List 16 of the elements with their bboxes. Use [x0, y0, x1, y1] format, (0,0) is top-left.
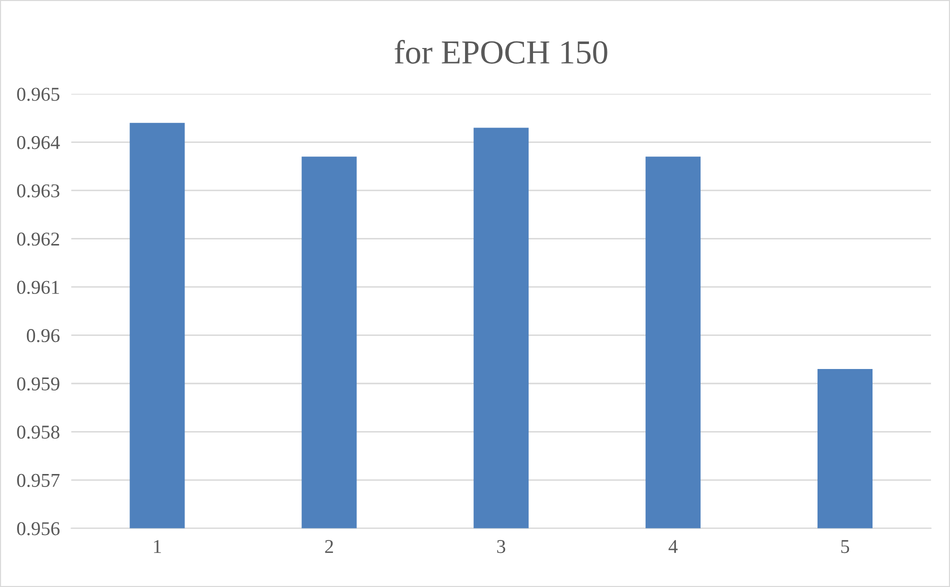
y-tick-label: 0.96 — [26, 329, 60, 342]
y-tick-label: 0.963 — [17, 184, 60, 198]
y-tick-label: 0.965 — [17, 88, 60, 101]
chart-title: for EPOCH 150 — [394, 40, 608, 64]
x-tick-label: 5 — [841, 540, 850, 554]
y-tick-label: 0.957 — [17, 474, 60, 488]
y-tick-label: 0.958 — [17, 426, 60, 439]
y-tick-label: 0.961 — [17, 280, 59, 294]
y-tick-label: 0.959 — [17, 377, 60, 391]
y-tick-label: 0.964 — [17, 136, 60, 150]
x-tick-label: 2 — [325, 540, 333, 553]
x-tick-label: 3 — [497, 540, 506, 554]
y-tick-label: 0.956 — [17, 522, 60, 536]
y-tick-label: 0.962 — [17, 232, 60, 246]
x-tick-label: 4 — [668, 540, 678, 553]
x-tick-label: 1 — [154, 540, 161, 553]
